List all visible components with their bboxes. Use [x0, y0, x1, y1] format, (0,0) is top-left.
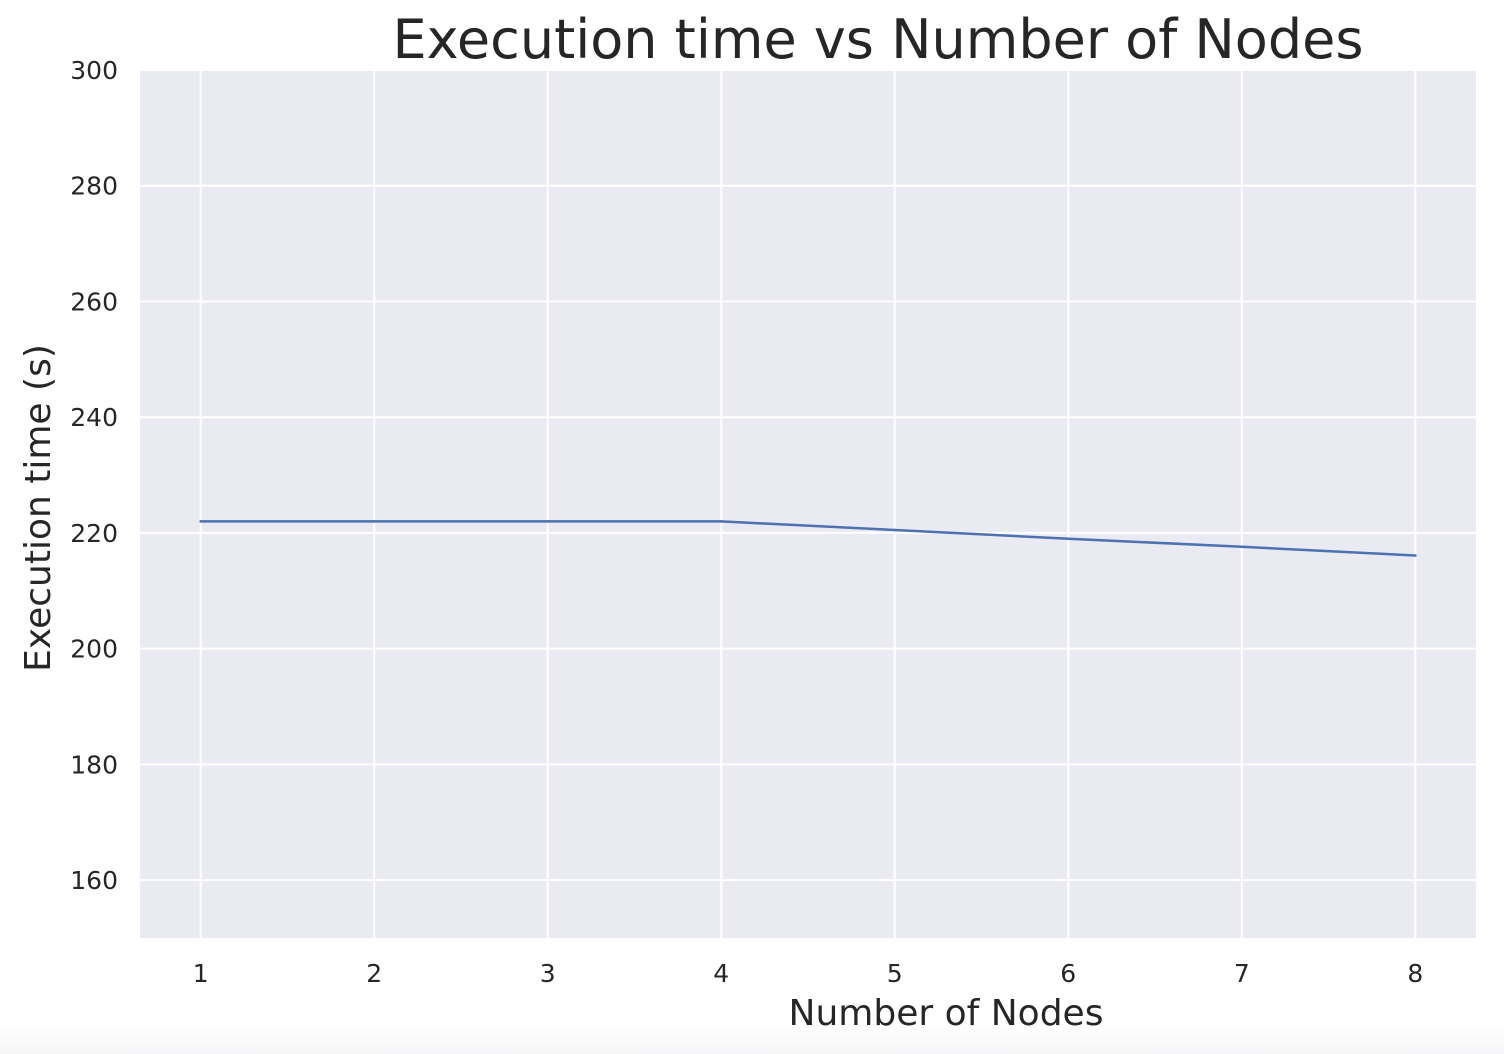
data-point [1413, 554, 1417, 557]
data-point [1066, 537, 1070, 541]
y-tick-label: 200 [70, 635, 118, 664]
y-tick-label: 240 [70, 403, 118, 432]
x-tick-label: 8 [1407, 959, 1423, 988]
x-tick-label: 1 [193, 959, 209, 988]
x-tick-label: 5 [887, 959, 903, 988]
series-layer [199, 520, 1417, 557]
x-tick-label: 3 [540, 959, 556, 988]
x-tick-label: 6 [1060, 959, 1076, 988]
y-tick-label: 180 [70, 750, 118, 779]
y-tick-labels: 160 180 200 220 240 260 280 300 [70, 56, 118, 895]
y-tick-label: 160 [70, 866, 118, 895]
series-line [200, 520, 1416, 557]
y-tick-label: 280 [70, 172, 118, 201]
data-point [893, 528, 897, 532]
y-tick-label: 300 [70, 56, 118, 85]
data-point [1240, 545, 1244, 549]
bottom-strip [0, 1026, 1504, 1054]
x-tick-labels: 1 2 3 4 5 6 7 8 [193, 959, 1423, 988]
y-tick-label: 220 [70, 519, 118, 548]
y-tick-label: 260 [70, 287, 118, 316]
x-axis-label: Number of Nodes [789, 993, 1104, 1034]
data-point [372, 520, 376, 523]
data-point [546, 520, 550, 523]
data-point [199, 520, 203, 523]
plot-area [140, 70, 1476, 938]
x-tick-label: 2 [366, 959, 382, 988]
y-axis-label: Execution time (s) [18, 344, 59, 672]
gridlines [140, 69, 1476, 938]
x-tick-label: 4 [713, 959, 729, 988]
x-tick-label: 7 [1234, 959, 1250, 988]
chart-title: Execution time vs Number of Nodes [393, 8, 1364, 71]
data-point [719, 520, 723, 523]
